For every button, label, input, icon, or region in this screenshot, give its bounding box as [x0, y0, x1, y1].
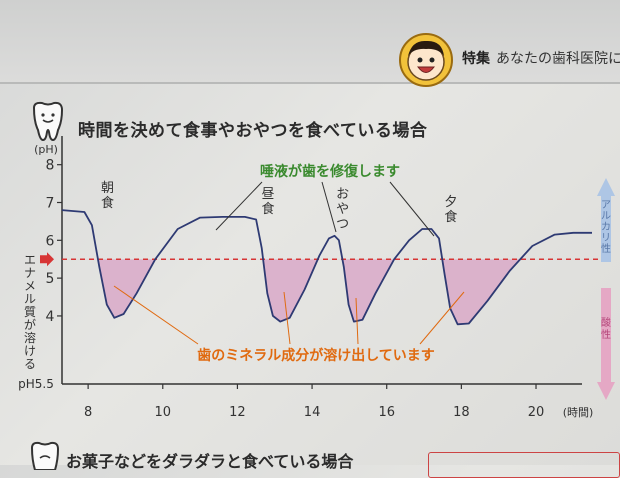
dissolve-annotation: 歯のミネラル成分が溶け出しています [197, 347, 435, 364]
enamel-dissolve-label: 溶 [24, 330, 36, 345]
dissolve-leader-line [419, 291, 465, 345]
saliva-leader-line [321, 181, 337, 233]
x-tick-label: 10 [155, 405, 172, 420]
enamel-dissolve-label: エ [24, 253, 36, 267]
meal-label: つ [336, 217, 349, 232]
acid-label: 酸 [601, 316, 611, 329]
x-tick-label: 16 [378, 405, 395, 420]
y-tick-label: 5 [46, 271, 55, 287]
bottom-callout-box [428, 452, 620, 478]
meal-label: 昼 [262, 187, 275, 202]
dissolution-area [62, 259, 592, 325]
dissolve-leader-line [113, 285, 199, 345]
acid-label: 性 [601, 328, 611, 341]
meal-label: 朝 [101, 181, 114, 196]
page-top-band [0, 0, 620, 84]
saliva-annotation: 唾液が歯を修復します [260, 163, 400, 180]
header-rule [0, 82, 620, 84]
bottom-section-title: お菓子などをダラダラと食べている場合 [66, 452, 354, 471]
alkaline-label: 性 [601, 242, 611, 255]
dissolve-leader-line [355, 297, 359, 345]
mascot-icon [399, 33, 453, 87]
enamel-dissolve-label: ナ [24, 266, 36, 280]
x-tick-label: 8 [84, 405, 92, 420]
dissolve-leader-line [283, 291, 291, 345]
y-axis-label: (pH) [34, 143, 58, 156]
meal-label: 食 [444, 209, 457, 225]
sad-tooth-icon [30, 441, 60, 470]
threshold-arrow-icon [40, 252, 54, 267]
page-header: 特集 あなたの歯科医院に [462, 48, 620, 68]
alkaline-label: ア [601, 200, 611, 211]
threshold-label: pH5.5 [18, 377, 54, 391]
meal-label: お [336, 187, 349, 202]
enamel-dissolve-label: メ [24, 279, 36, 293]
y-tick-label: 4 [46, 309, 55, 325]
y-tick-label: 6 [46, 233, 55, 249]
saliva-leader-line [389, 181, 435, 237]
x-axis-label: (時間) [563, 406, 594, 419]
y-tick-label: 8 [46, 158, 55, 174]
enamel-dissolve-label: る [24, 357, 36, 371]
ph-curve [61, 209, 592, 326]
meal-label: や [336, 202, 349, 217]
meal-label: 夕 [444, 195, 457, 210]
alkaline-label: カ [601, 221, 611, 233]
header-title: あなたの歯科医院に [496, 51, 620, 67]
x-tick-label: 18 [453, 405, 470, 420]
x-tick-label: 20 [528, 405, 545, 420]
meal-label: 食 [101, 195, 114, 211]
header-tag: 特集 [462, 51, 490, 67]
saliva-leader-line [215, 181, 263, 231]
x-tick-label: 14 [304, 405, 321, 420]
alkaline-label: リ [601, 233, 611, 244]
enamel-dissolve-label: け [24, 344, 36, 358]
x-tick-label: 12 [229, 405, 246, 420]
alkaline-arrow-icon [597, 178, 615, 262]
alkaline-label: ル [601, 211, 611, 222]
section-title: 時間を決めて食事やおやつを食べている場合 [78, 121, 428, 141]
tooth-icon [32, 101, 64, 142]
acid-arrow-icon [597, 288, 615, 400]
enamel-dissolve-label: 質 [24, 304, 36, 319]
meal-label: 食 [262, 201, 275, 217]
y-tick-label: 7 [46, 196, 55, 212]
enamel-dissolve-label: が [24, 317, 36, 332]
enamel-dissolve-label: ル [24, 292, 36, 306]
